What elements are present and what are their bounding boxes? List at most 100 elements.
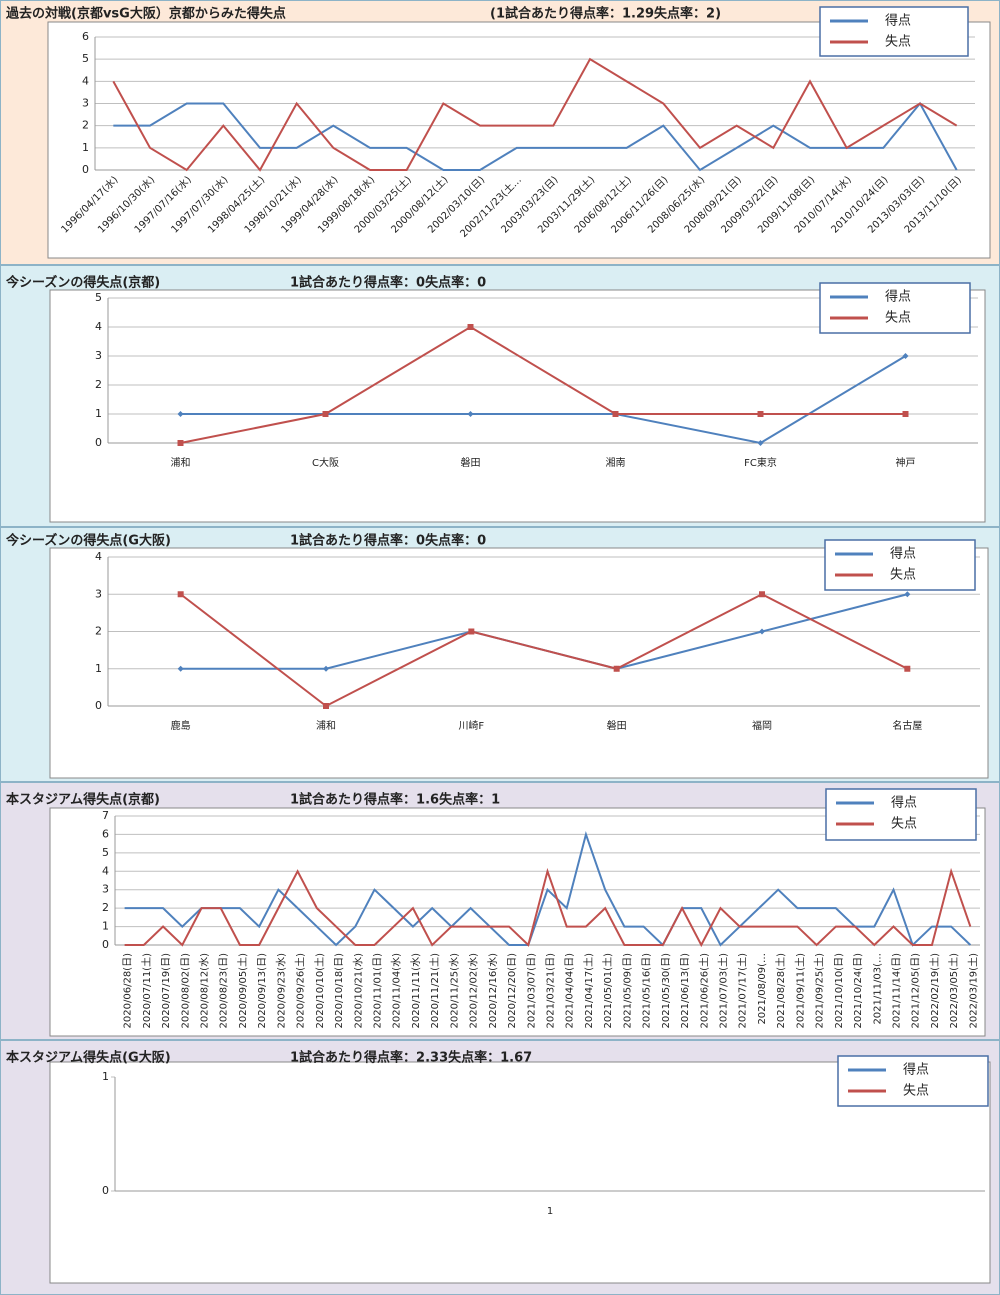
x-tick-label: 浦和	[316, 719, 336, 732]
point-marker	[904, 665, 911, 672]
x-tick-label: 2021/05/09(日)	[622, 953, 633, 1029]
x-tick-label: 名古屋	[892, 719, 922, 732]
legend-box	[824, 539, 976, 591]
point-marker	[613, 665, 620, 672]
point-marker	[902, 353, 909, 359]
y-tick-label: 7	[102, 809, 109, 822]
x-tick-label: 2021/04/17(土)	[582, 953, 595, 1029]
x-tick-label: 川崎F	[458, 719, 484, 732]
y-tick-label: 4	[102, 864, 109, 877]
x-tick-label: 2021/05/01(土)	[601, 953, 614, 1029]
x-tick-label: 2020/12/02(水)	[468, 953, 480, 1029]
x-tick-label: 2020/11/11(水)	[410, 953, 422, 1029]
y-tick-label: 1	[102, 920, 109, 933]
chart-panel	[49, 807, 986, 1037]
x-tick-label: FC東京	[744, 456, 777, 469]
point-marker	[759, 591, 765, 598]
x-tick-label: 2021/05/30(日)	[661, 953, 672, 1029]
point-marker	[322, 411, 329, 417]
y-tick-label: 2	[102, 901, 109, 914]
legend-label: 得点	[885, 13, 911, 29]
y-tick-label: 2	[82, 119, 89, 132]
x-tick-label: 磐田	[607, 719, 627, 732]
x-tick-label: 2020/09/23(水)	[275, 953, 287, 1029]
point-marker	[612, 411, 619, 417]
chart-title: 本スタジアム得失点(京都)	[6, 792, 160, 808]
legend-label: 失点	[885, 35, 911, 50]
series-line	[112, 57, 958, 172]
x-tick-label: 2020/11/25(水)	[448, 953, 460, 1029]
x-tick-label: 2021/09/11(土)	[793, 953, 806, 1029]
x-tick-label: 2021/03/21(日)	[546, 953, 557, 1029]
x-tick-label: 2021/06/26(土)	[697, 953, 710, 1029]
y-tick-label: 6	[82, 30, 89, 43]
point-marker	[323, 665, 329, 672]
chart-title: 本スタジアム得失点(G大阪)	[6, 1050, 171, 1066]
chart-subtitle: 1試合あたり得点率：0失点率：0	[290, 533, 486, 549]
y-tick-label: 4	[95, 550, 102, 563]
x-tick-label: 2022/03/19(土)	[966, 953, 979, 1029]
point-marker	[757, 440, 764, 446]
x-tick-label: 2021/03/07(日)	[526, 953, 537, 1029]
x-tick-label: 神戸	[896, 456, 916, 469]
x-tick-label: 2022/03/05(土)	[947, 953, 960, 1029]
y-tick-label: 2	[95, 378, 102, 391]
point-marker	[177, 440, 184, 446]
y-tick-label: 3	[95, 587, 102, 600]
chart-subtitle: 1試合あたり得点率：1.6失点率：1	[290, 792, 500, 808]
y-tick-label: 5	[82, 52, 89, 65]
y-tick-label: 4	[82, 74, 89, 87]
y-tick-label: 5	[102, 846, 109, 859]
x-tick-label: 鹿島	[171, 719, 191, 732]
legend-label: 失点	[890, 568, 916, 583]
y-tick-label: 0	[102, 938, 109, 951]
x-tick-label: 2020/11/04(水)	[391, 953, 403, 1029]
y-tick-label: 1	[95, 407, 102, 420]
legend-label: 得点	[890, 546, 916, 562]
x-tick-label: 2021/05/16(日)	[642, 953, 653, 1029]
chart-panel	[47, 21, 991, 259]
y-tick-label: 0	[95, 436, 102, 449]
x-tick-label: 2021/08/09(…	[757, 953, 768, 1025]
chart-title: 過去の対戦(京都vsG大阪）京都からみた得失点	[5, 6, 286, 22]
x-tick-label: 2022/02/19(土)	[928, 953, 941, 1029]
y-tick-label: 2	[95, 625, 102, 638]
x-tick-label: 2020/12/20(日)	[507, 953, 518, 1029]
x-tick-label: 1	[547, 1206, 553, 1217]
x-tick-label: 2021/07/03(土)	[717, 953, 730, 1029]
point-marker	[759, 628, 765, 635]
y-tick-label: 3	[95, 349, 102, 362]
y-tick-label: 1	[102, 1070, 109, 1083]
x-tick-label: 2020/08/23(日)	[219, 953, 230, 1029]
x-tick-label: 浦和	[171, 456, 191, 469]
legend-label: 失点	[903, 1084, 929, 1099]
x-tick-label: 2021/12/05(日)	[911, 953, 922, 1029]
x-tick-label: 2020/10/21(水)	[352, 953, 364, 1029]
y-tick-label: 0	[102, 1184, 109, 1197]
y-tick-label: 1	[82, 141, 89, 154]
chart-title: 今シーズンの得失点(京都)	[5, 275, 160, 291]
point-marker	[177, 411, 184, 417]
x-tick-label: 2020/06/28(日)	[123, 953, 134, 1029]
y-tick-label: 4	[95, 320, 102, 333]
point-marker	[177, 665, 184, 672]
x-tick-label: 福岡	[752, 719, 772, 732]
x-tick-label: 2020/11/21(土)	[428, 953, 441, 1029]
x-tick-label: 2020/09/26(土)	[294, 953, 307, 1029]
legend-box	[837, 1055, 989, 1107]
x-tick-label: 2021/09/25(土)	[813, 953, 826, 1029]
y-tick-label: 3	[82, 97, 89, 110]
point-marker	[467, 411, 474, 417]
y-tick-label: 5	[95, 291, 102, 304]
legend-label: 失点	[885, 311, 911, 326]
legend-label: 得点	[903, 1062, 929, 1078]
point-marker	[904, 591, 911, 598]
series-line	[113, 101, 958, 172]
x-tick-label: 2021/06/13(日)	[680, 953, 691, 1029]
y-tick-label: 0	[82, 163, 89, 176]
point-marker	[757, 411, 764, 417]
x-tick-label: 2020/09/13(日)	[257, 953, 268, 1029]
series-line	[180, 355, 907, 445]
legend-label: 得点	[885, 289, 911, 305]
